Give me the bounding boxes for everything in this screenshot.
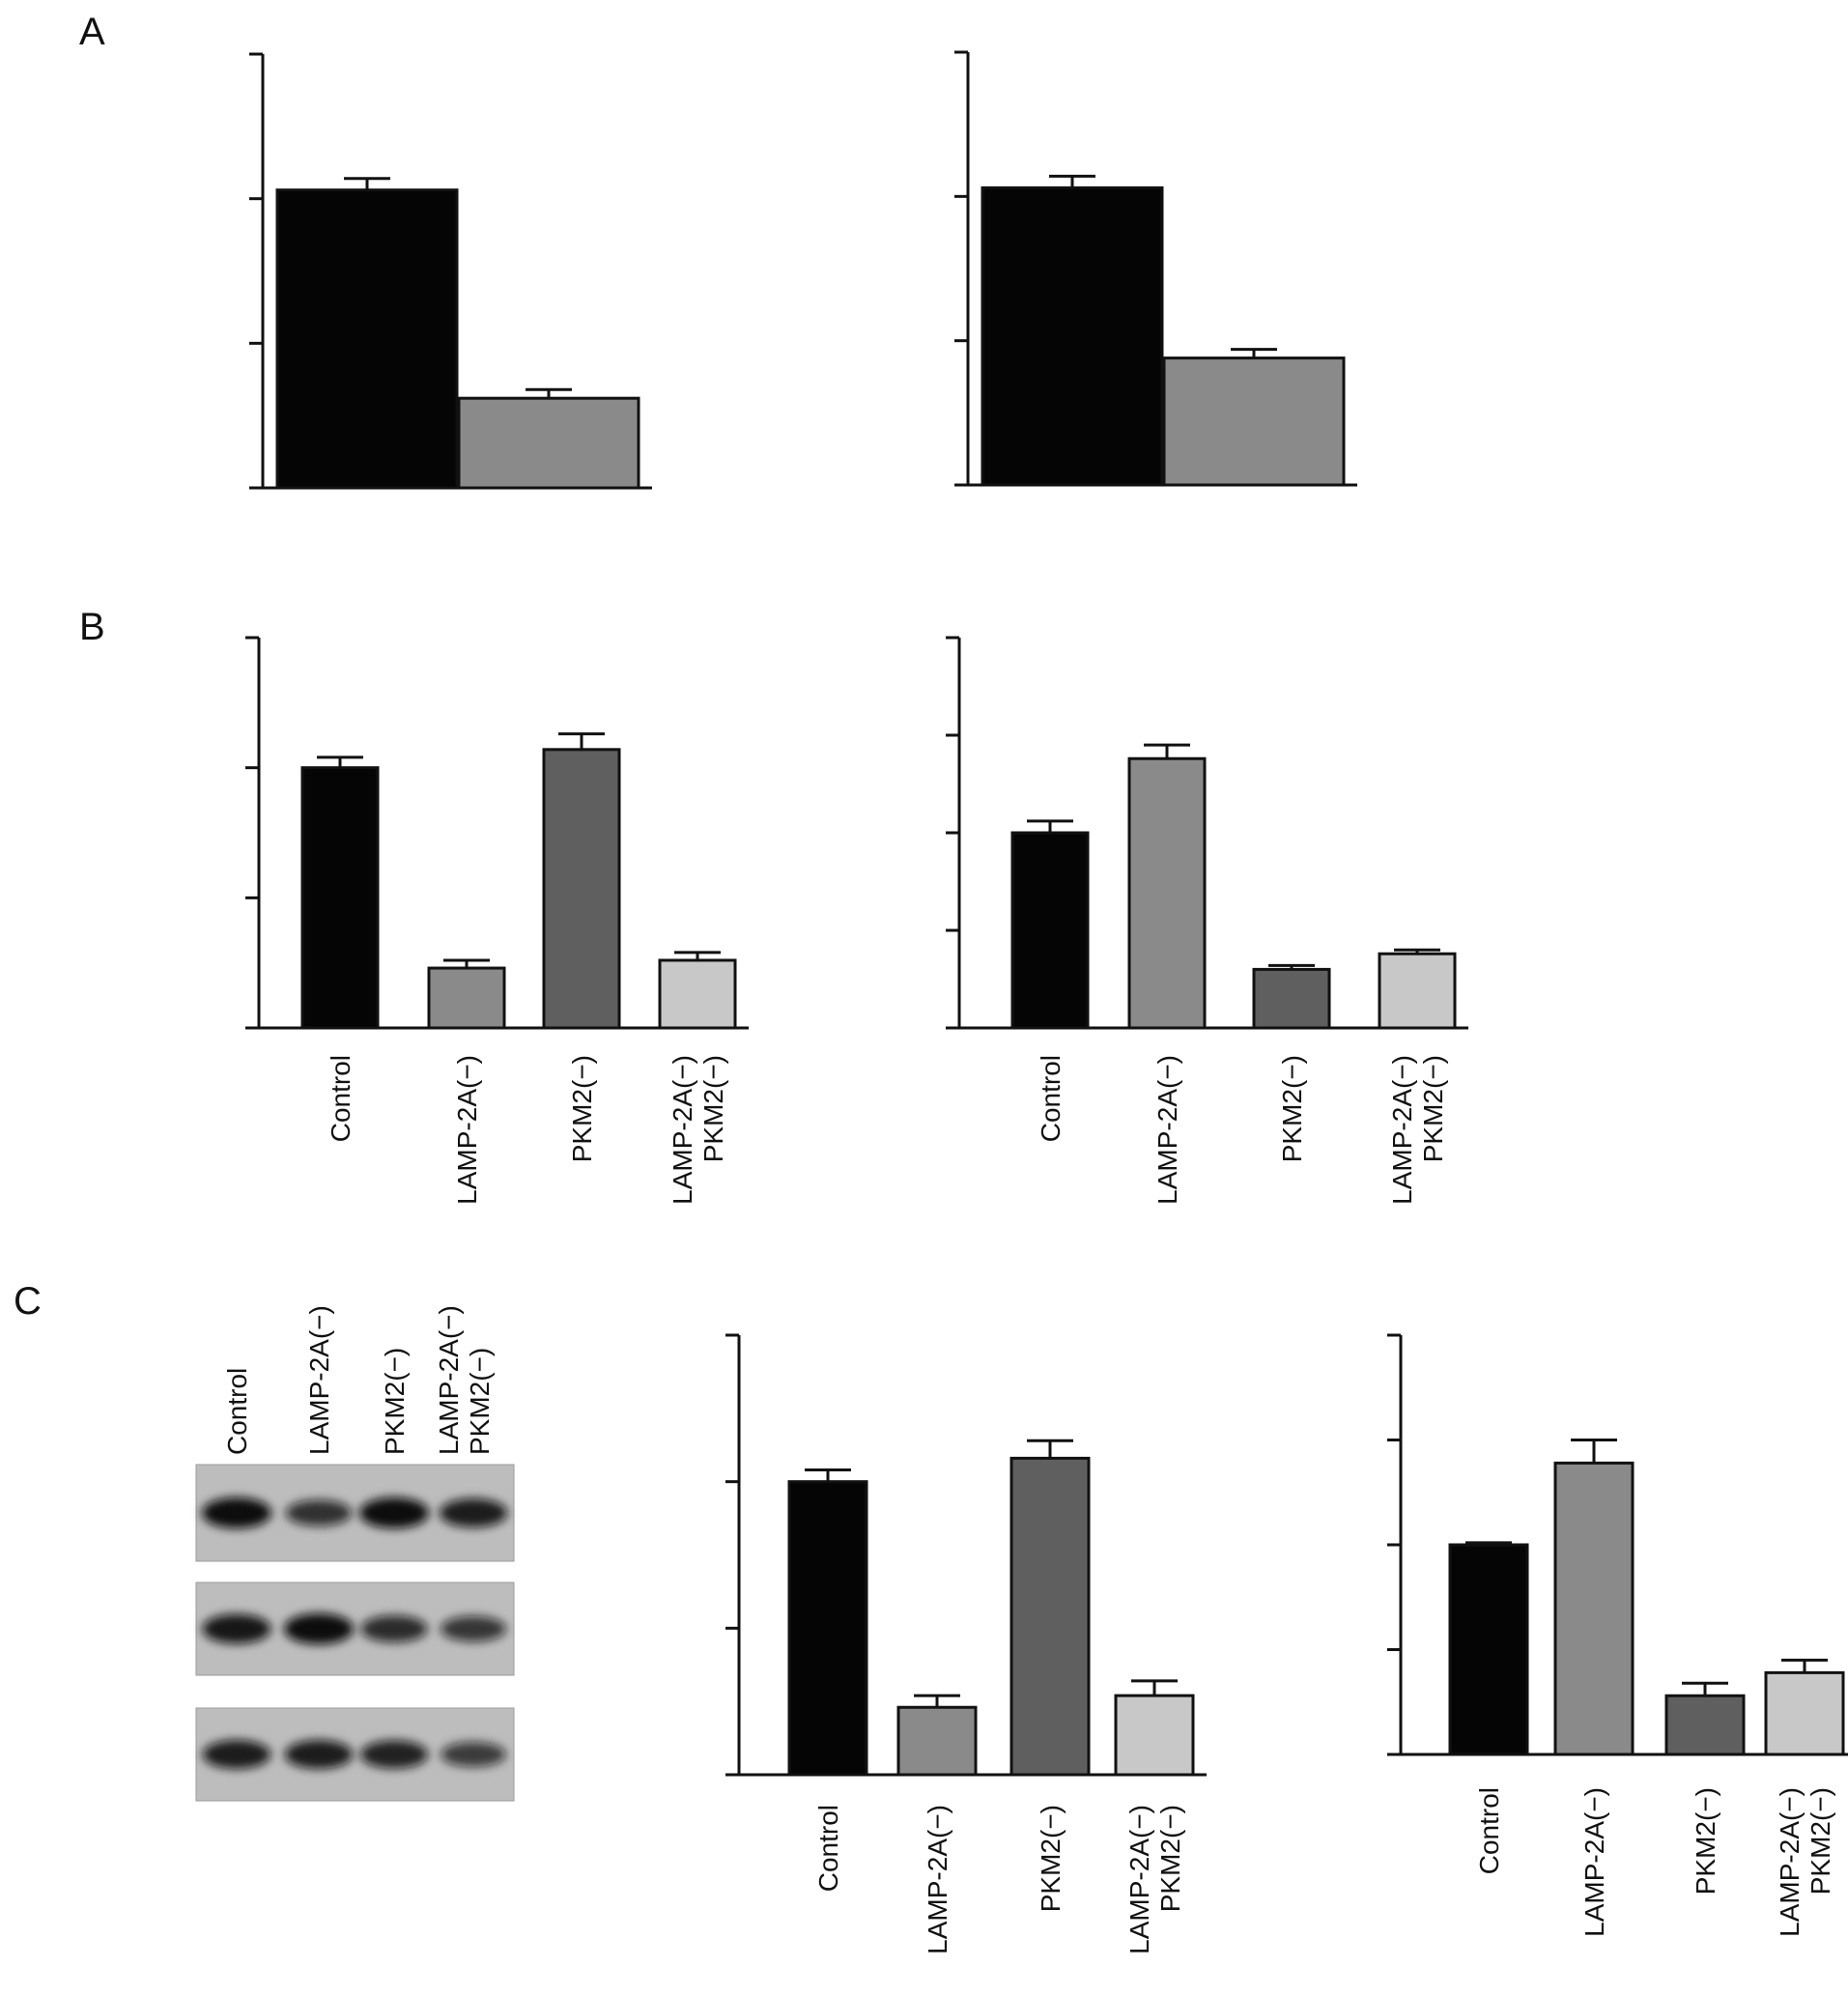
blot-band bbox=[202, 1740, 271, 1769]
chart-a-right bbox=[954, 50, 1357, 487]
category-label: PKM2(−) bbox=[567, 1055, 597, 1162]
panel-label-b: B bbox=[79, 606, 105, 648]
bar bbox=[1378, 952, 1457, 1030]
blot-band bbox=[439, 1498, 508, 1527]
blot-band bbox=[284, 1740, 354, 1769]
category-label: LAMP-2A(−)PKM2(−) bbox=[1124, 1805, 1185, 1954]
blot-band bbox=[285, 1499, 353, 1526]
bar bbox=[542, 748, 621, 1030]
category-label: Control bbox=[326, 1055, 355, 1142]
bar bbox=[787, 1480, 868, 1777]
bar bbox=[1127, 756, 1207, 1030]
category-label: Control bbox=[1036, 1055, 1066, 1142]
chart-c-right: Control LAMP-2A(−) PKM2(−) LAMP-2A(−)PKM2(−… bbox=[1387, 1333, 1848, 1937]
bar bbox=[1664, 1694, 1746, 1756]
category-label: LAMP-2A(−) bbox=[923, 1805, 952, 1954]
bar bbox=[1010, 831, 1090, 1030]
bar bbox=[981, 185, 1164, 487]
blot-lane-label: LAMP-2A(−)PKM2(−) bbox=[434, 1305, 495, 1455]
blot-band bbox=[360, 1740, 428, 1769]
blot-band bbox=[360, 1615, 428, 1642]
bar bbox=[1553, 1461, 1635, 1756]
category-label: LAMP-2A(−)PKM2(−) bbox=[1387, 1055, 1448, 1205]
bar bbox=[300, 766, 380, 1030]
panel-label-a: A bbox=[79, 11, 105, 53]
bar bbox=[658, 958, 737, 1030]
bar bbox=[427, 966, 506, 1030]
blot-band bbox=[441, 1615, 506, 1642]
category-label: LAMP-2A(−) bbox=[1579, 1787, 1609, 1937]
bar bbox=[1162, 356, 1346, 487]
category-label: LAMP-2A(−) bbox=[452, 1055, 482, 1205]
blot-lane-label: LAMP-2A(−) bbox=[304, 1305, 334, 1455]
blot-lane-label: PKM2(−) bbox=[380, 1348, 410, 1455]
blot-band bbox=[359, 1497, 429, 1528]
blot-lane-label: Control bbox=[222, 1368, 252, 1455]
category-label: PKM2(−) bbox=[1691, 1787, 1720, 1895]
category-label: Control bbox=[813, 1805, 843, 1892]
chart-a-left bbox=[249, 52, 652, 490]
western-blot: Control LAMP-2A(−) PKM2(−) LAMP-2A(−)PKM2(−… bbox=[195, 1305, 515, 1802]
bar bbox=[1448, 1543, 1529, 1756]
bar bbox=[896, 1705, 978, 1777]
chart-c-mid: Control LAMP-2A(−) PKM2(−) LAMP-2A(−)PKM2(−… bbox=[725, 1333, 1207, 1954]
bar bbox=[1764, 1670, 1845, 1756]
category-label: PKM2(−) bbox=[1277, 1055, 1307, 1162]
bar bbox=[1252, 967, 1331, 1030]
category-label: LAMP-2A(−)PKM2(−) bbox=[1775, 1787, 1835, 1937]
blot-band bbox=[202, 1497, 271, 1528]
chart-b-left: Control LAMP-2A(−) PKM2(−) LAMP-2A(−)PKM2(−… bbox=[245, 636, 749, 1205]
category-label: Control bbox=[1474, 1787, 1504, 1874]
bar bbox=[275, 188, 459, 490]
chart-b-right: Control LAMP-2A(−) PKM2(−) LAMP-2A(−)PKM2(−… bbox=[946, 636, 1468, 1205]
category-label: PKM2(−) bbox=[1036, 1805, 1066, 1912]
blot-band bbox=[284, 1613, 354, 1644]
bar bbox=[1114, 1694, 1195, 1777]
bar bbox=[457, 396, 640, 490]
bar bbox=[1009, 1456, 1091, 1777]
blot-band bbox=[202, 1613, 271, 1644]
panel-label-c: C bbox=[14, 1280, 42, 1323]
blot-band bbox=[441, 1742, 506, 1767]
category-label: LAMP-2A(−) bbox=[1152, 1055, 1182, 1205]
category-label: LAMP-2A(−)PKM2(−) bbox=[668, 1055, 728, 1205]
